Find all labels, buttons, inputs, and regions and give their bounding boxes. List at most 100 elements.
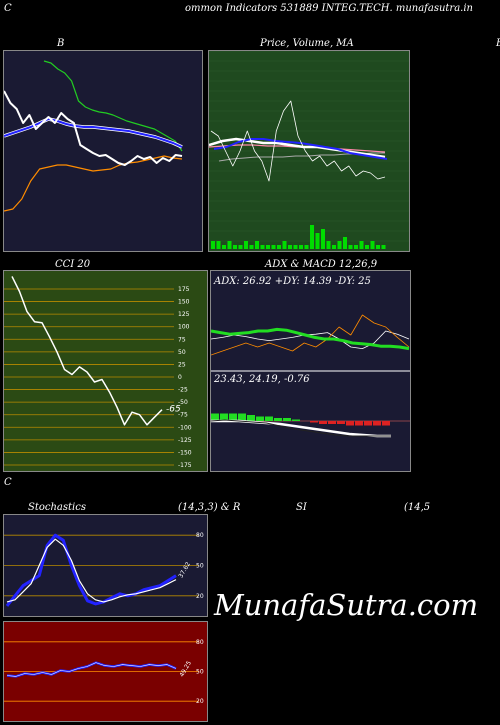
- volume-bar: [282, 241, 287, 249]
- bb-middle-band-outline: [4, 117, 183, 149]
- rsi-params: (14,5: [404, 502, 431, 513]
- macd-histogram-bar: [220, 413, 228, 421]
- macd-histogram-bar: [373, 421, 381, 426]
- header-left-char: C: [4, 3, 12, 14]
- volume-bar: [216, 241, 221, 249]
- rsi-label: SI: [296, 502, 307, 513]
- stoch-k-line: [5, 533, 177, 607]
- volume-bar: [332, 245, 336, 249]
- bb-price-line: [4, 90, 183, 166]
- stoch-label: Stochastics: [28, 502, 86, 513]
- volume-bar: [249, 245, 254, 249]
- macd-histogram-bar: [211, 413, 219, 421]
- cci-tick-label: -25: [178, 387, 188, 394]
- cci-tick-label: -75: [178, 412, 188, 419]
- volume-bar: [359, 241, 364, 249]
- price-label-right: B: [496, 38, 500, 49]
- stoch-d-line: [6, 538, 177, 603]
- adx-values: ADX: 26.92 +DY: 14.39 -DY: 25: [214, 276, 371, 287]
- volume-bar: [288, 245, 292, 249]
- volume-bar: [354, 245, 358, 249]
- volume-bar: [348, 245, 353, 249]
- macd-histogram-bar: [274, 418, 282, 421]
- volume-bar: [233, 245, 237, 249]
- cci-line: [11, 276, 163, 426]
- volume-bar: [227, 241, 232, 249]
- rsi-chart: 80 50 20 49.25: [4, 639, 204, 705]
- stoch-params: (14,3,3) & R: [178, 502, 241, 513]
- volume-bar: [304, 245, 309, 249]
- volume-bar: [211, 241, 215, 249]
- footer-left-char: C: [4, 477, 12, 488]
- cci-tick-label: -150: [178, 449, 192, 456]
- cci-tick-label: 150: [178, 299, 190, 306]
- cci-tick-label: -125: [178, 437, 192, 444]
- bb-middle-band: [4, 118, 183, 148]
- volume-bar: [315, 233, 320, 249]
- macd-values: 23.43, 24.19, -0.76: [214, 374, 310, 385]
- cci-chart: 175 150 125 100 75 50 25 0 -25 -50 -75 -100 -125 -150…: [4, 276, 192, 469]
- macd-histogram-bar: [346, 421, 354, 426]
- cci-tick-label: 100: [178, 324, 190, 331]
- cci-tick-label: 125: [178, 311, 190, 318]
- macd-histogram-bar: [355, 421, 363, 426]
- bb-lower-band: [4, 155, 183, 212]
- volume-bar: [299, 245, 303, 249]
- price-panel: [208, 50, 410, 252]
- rsi-tick-label: 20: [196, 698, 204, 705]
- price-close-line: [210, 100, 386, 182]
- adx-minus-dy-line: [211, 314, 410, 356]
- volume-bar: [238, 245, 243, 249]
- macd-histogram-bar: [310, 421, 318, 423]
- cci-tick-label: 25: [178, 361, 186, 368]
- volume-bar: [260, 245, 265, 249]
- cci-tick-label: 175: [178, 286, 190, 293]
- price-ma-white: [209, 137, 386, 159]
- volume-bar: [365, 245, 369, 249]
- volume-bar: [271, 245, 276, 249]
- price-chart: [209, 51, 409, 251]
- volume-bar: [376, 245, 380, 249]
- macd-histogram-bar: [229, 413, 237, 421]
- stoch-tick-label: 20: [196, 593, 204, 600]
- stoch-chart: 80 50 20 37.62: [4, 532, 204, 607]
- macd-histogram-bar: [319, 421, 327, 424]
- stoch-tick-label: 80: [196, 532, 204, 539]
- macd-histogram-bar: [247, 415, 255, 421]
- cci-tick-label: -100: [178, 424, 192, 431]
- adx-chart: [211, 314, 410, 438]
- stoch-panel: 80 50 20 37.62: [3, 514, 208, 617]
- macd-histogram-bar: [328, 421, 336, 424]
- bb-upper-band: [43, 60, 183, 152]
- bb-label: B: [57, 38, 65, 49]
- rsi-last-value: 49.25: [178, 660, 193, 679]
- rsi-line-highlight: [6, 662, 177, 677]
- macd-histogram-bar: [238, 413, 246, 421]
- macd-histogram-bar: [337, 421, 345, 424]
- volume-bar: [255, 241, 259, 249]
- price-ma-blue: [213, 138, 388, 160]
- bb-chart: [4, 60, 183, 212]
- adx-plus-dy-line: [211, 330, 410, 349]
- price-label: Price, Volume, MA: [260, 38, 354, 49]
- volume-bar: [343, 237, 347, 249]
- cci-tick-label: -175: [178, 462, 192, 469]
- macd-histogram-bar: [256, 416, 264, 421]
- volume-bar: [337, 241, 342, 249]
- macd-histogram-bar: [364, 421, 372, 426]
- bb-panel: [3, 50, 203, 252]
- volume-bar: [222, 245, 226, 249]
- volume-bar: [293, 245, 298, 249]
- macd-histogram-bar: [292, 419, 300, 421]
- adx-label: ADX & MACD 12,26,9: [265, 259, 378, 270]
- cci-tick-label: -50: [178, 399, 188, 406]
- macd-histogram-bar: [382, 421, 390, 426]
- macd-histogram-bar: [283, 418, 291, 421]
- adx-line: [211, 327, 410, 351]
- macd-histogram-bar: [265, 416, 273, 421]
- rsi-panel: 80 50 20 49.25: [3, 621, 208, 722]
- macd-line: [211, 419, 391, 437]
- volume-bar: [370, 241, 375, 249]
- cci-tick-label: 0: [178, 374, 182, 381]
- rsi-tick-label: 80: [196, 639, 204, 646]
